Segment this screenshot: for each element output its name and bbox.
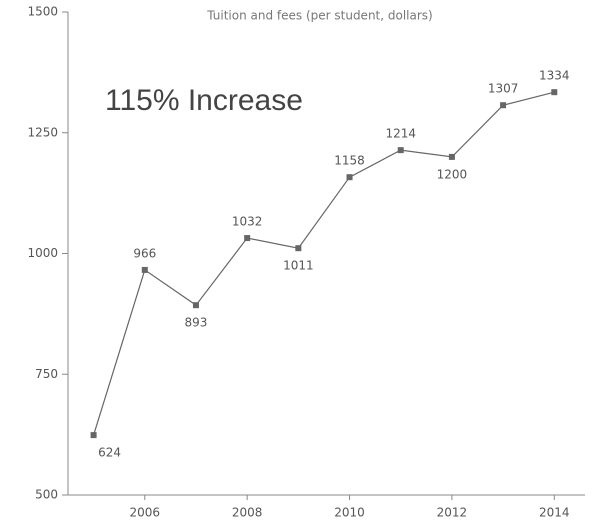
data-label: 1307	[488, 82, 519, 96]
point	[90, 432, 97, 439]
point	[500, 102, 507, 109]
y-tick-label: 1500	[27, 5, 58, 19]
point	[397, 147, 404, 154]
data-label: 1011	[283, 259, 314, 273]
data-label: 966	[133, 246, 156, 260]
point	[551, 89, 558, 96]
data-label: 893	[185, 316, 208, 330]
point	[192, 302, 199, 309]
y-tick-label: 750	[35, 367, 58, 381]
y-tick-label: 1000	[27, 246, 58, 260]
point	[141, 266, 148, 273]
data-label: 1158	[334, 154, 365, 168]
x-tick-label: 2008	[232, 506, 263, 520]
chart-title: Tuition and fees (per student, dollars)	[206, 9, 432, 23]
x-tick-label: 2006	[130, 506, 161, 520]
x-tick-label: 2014	[539, 506, 570, 520]
data-label: 1200	[437, 167, 468, 181]
data-label: 1334	[539, 69, 570, 83]
annotation: 115% Increase	[105, 84, 303, 117]
point	[244, 235, 251, 242]
point	[295, 245, 302, 252]
y-tick-label: 1250	[27, 125, 58, 139]
data-label: 1032	[232, 215, 263, 229]
x-tick-label: 2010	[334, 506, 365, 520]
data-label: 1214	[385, 127, 416, 141]
data-label: 624	[98, 446, 121, 460]
point	[448, 153, 455, 160]
y-tick-label: 500	[35, 488, 58, 502]
x-tick-label: 2012	[437, 506, 468, 520]
line	[93, 91, 555, 436]
point	[346, 174, 353, 181]
